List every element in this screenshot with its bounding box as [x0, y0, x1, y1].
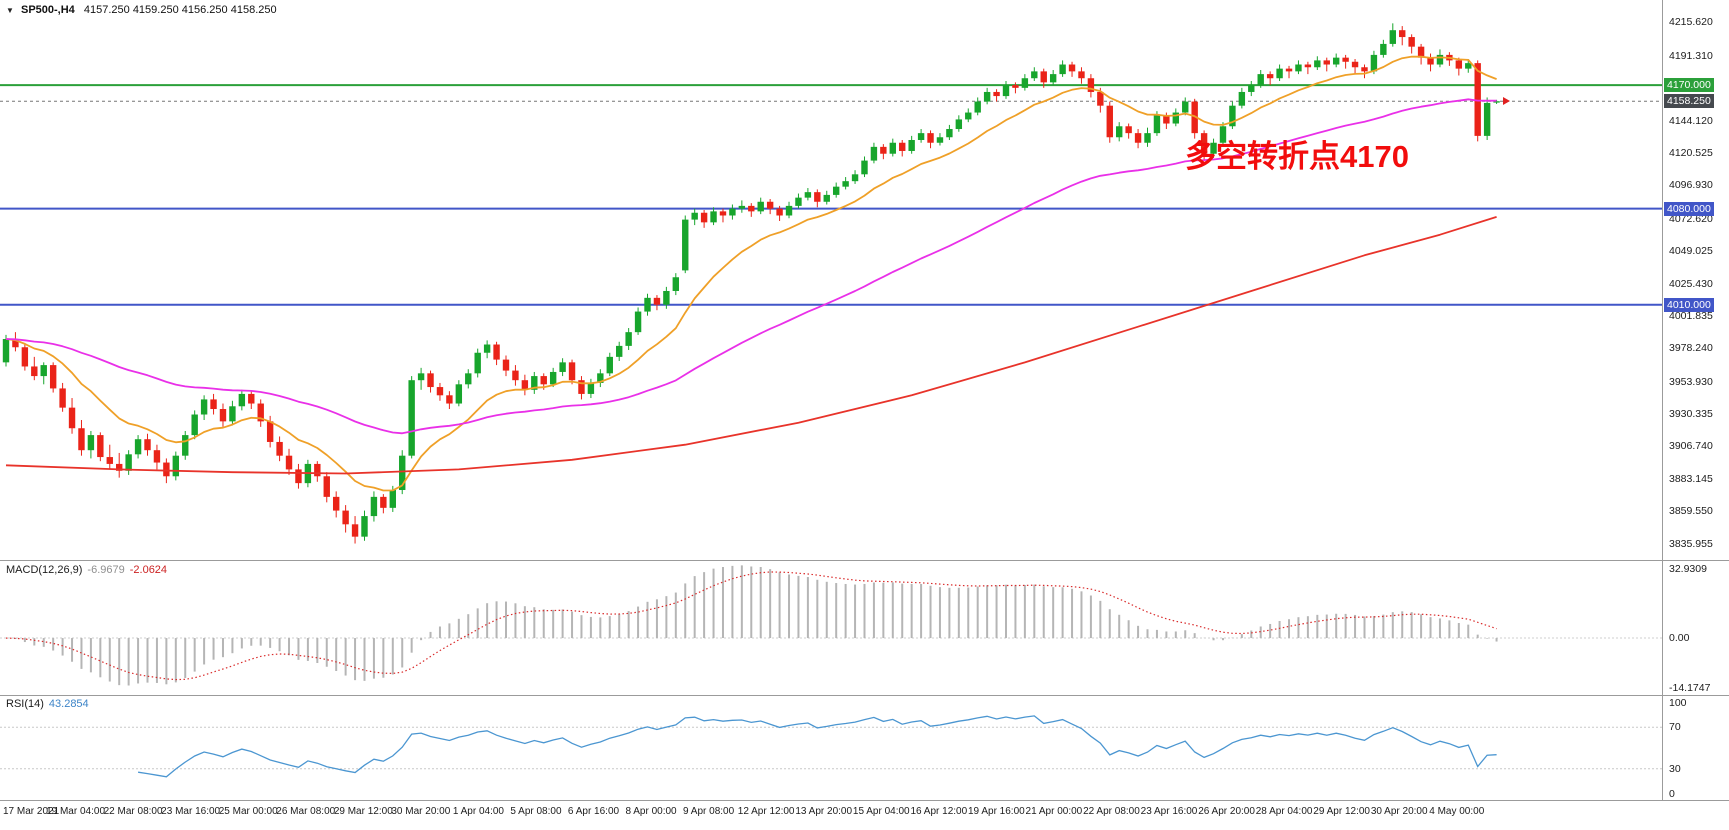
- macd-histogram: [14, 565, 1498, 686]
- moving-average-fast: [5, 55, 1497, 492]
- time-axis-label: 23 Apr 16:00: [1140, 806, 1198, 817]
- price-axis-label: 3930.335: [1669, 408, 1713, 421]
- time-axis-label: 16 Apr 12:00: [910, 806, 968, 817]
- macd-axis-label: -14.1747: [1669, 682, 1711, 694]
- time-scale[interactable]: 17 Mar 2021 19 Mar 04:00 22 Mar 08:00 23 Ma…: [0, 800, 1662, 830]
- time-axis-label: 5 Apr 08:00: [510, 806, 562, 817]
- rsi-axis-label: 100: [1669, 697, 1687, 709]
- ohlc-high: 4159.250: [132, 4, 179, 16]
- candles: [2, 23, 1500, 544]
- price-axis-label: 4025.430: [1669, 277, 1713, 290]
- time-axis-label: 15 Apr 04:00: [852, 806, 910, 817]
- price-axis-label: 4191.310: [1669, 49, 1713, 62]
- time-axis-label: 19 Mar 04:00: [46, 806, 106, 817]
- ohlc-close: 4158.250: [230, 4, 277, 16]
- ohlc-open: 4157.250: [83, 4, 130, 16]
- time-axis-label: 9 Apr 08:00: [683, 806, 735, 817]
- rsi-chart-canvas[interactable]: [0, 696, 1662, 800]
- ohlc-low: 4156.250: [181, 4, 228, 16]
- time-axis-label: 8 Apr 00:00: [625, 806, 677, 817]
- time-axis-label: 23 Mar 16:00: [161, 806, 221, 817]
- price-axis-label: 4001.835: [1669, 309, 1713, 322]
- time-axis-label: 28 Apr 04:00: [1255, 806, 1313, 817]
- price-badge-current: 4158.250: [1664, 94, 1714, 109]
- price-axis-label: 4049.025: [1669, 245, 1713, 258]
- panel-separator: [0, 560, 1729, 561]
- time-axis-label: 26 Apr 20:00: [1198, 806, 1255, 817]
- current-price-arrow-icon: [1502, 97, 1510, 106]
- rsi-label: RSI(14) 43.2854: [6, 698, 89, 710]
- time-axis-label: 29 Mar 12:00: [333, 806, 393, 817]
- time-axis-label: 13 Apr 20:00: [795, 806, 853, 817]
- price-axis-label: 4072.620: [1669, 212, 1713, 225]
- price-axis-label: 3883.145: [1669, 472, 1713, 485]
- rsi-title: RSI(14): [6, 698, 44, 710]
- price-axis-label: 3906.740: [1669, 440, 1713, 453]
- price-badge-level-blue: 4080.000: [1664, 201, 1714, 216]
- price-axis-label: 4144.120: [1669, 114, 1713, 127]
- rsi-line: [138, 715, 1497, 778]
- moving-average-slow: [5, 216, 1497, 475]
- time-axis-label: 6 Apr 16:00: [567, 806, 620, 817]
- panel-separator: [0, 800, 1729, 801]
- symbol-info: ▼ SP500-,H4 4157.250 4159.250 4156.250 4…: [6, 4, 277, 16]
- rsi-axis-label: 70: [1669, 721, 1681, 734]
- price-badge-level-blue: 4010.000: [1664, 297, 1714, 312]
- time-axis-label: 4 May 00:00: [1429, 806, 1485, 817]
- macd-title: MACD(12,26,9): [6, 564, 83, 576]
- price-axis-label: 3859.550: [1669, 505, 1713, 518]
- price-scale[interactable]: 4215.620 4191.310 4144.120 4120.525 4096.930…: [1662, 0, 1729, 830]
- time-axis-label: 12 Apr 12:00: [737, 806, 795, 817]
- time-axis-label: 29 Apr 12:00: [1313, 806, 1370, 817]
- price-axis-label: 3953.930: [1669, 375, 1713, 388]
- time-axis-label: 30 Mar 20:00: [391, 806, 451, 817]
- time-axis-label: 25 Mar 00:00: [218, 806, 278, 817]
- price-badge-level-green: 4170.000: [1664, 78, 1714, 93]
- moving-average-medium: [5, 98, 1497, 435]
- macd-signal-line: [5, 571, 1497, 681]
- macd-signal-value: -2.0624: [129, 564, 168, 576]
- price-chart-canvas[interactable]: [0, 0, 1662, 560]
- macd-label: MACD(12,26,9) -6.9679 -2.0624: [6, 564, 167, 576]
- price-axis-label: 4096.930: [1669, 179, 1713, 192]
- time-axis-label: 22 Mar 08:00: [103, 806, 163, 817]
- symbol-period-label: SP500-,H4: [20, 4, 75, 16]
- time-axis-label: 30 Apr 20:00: [1370, 806, 1428, 817]
- time-axis-label: 1 Apr 04:00: [452, 806, 504, 817]
- price-axis-label: 4120.525: [1669, 147, 1713, 159]
- annotation-text: 多空转折点4170: [1185, 139, 1409, 174]
- price-scale-divider: [1662, 0, 1663, 800]
- macd-main-value: -6.9679: [87, 564, 125, 576]
- time-axis-label: 26 Mar 08:00: [276, 806, 336, 817]
- panel-separator: [0, 695, 1729, 696]
- rsi-axis-label: 0: [1669, 788, 1675, 800]
- time-axis-label: 19 Apr 16:00: [967, 806, 1025, 817]
- time-axis-label: 17 Mar 2021: [3, 806, 60, 817]
- price-axis-label: 4215.620: [1669, 16, 1713, 29]
- rsi-axis-label: 30: [1669, 762, 1681, 775]
- macd-chart-canvas[interactable]: [0, 561, 1662, 695]
- time-axis-label: 21 Apr 00:00: [1025, 806, 1083, 817]
- rsi-value: 43.2854: [48, 698, 89, 710]
- symbol-dropdown-icon[interactable]: ▼: [6, 6, 14, 15]
- macd-axis-label: 32.9309: [1669, 563, 1707, 575]
- time-axis-label: 22 Apr 08:00: [1083, 806, 1140, 817]
- macd-axis-label: 0.00: [1669, 632, 1690, 645]
- price-axis-label: 3978.240: [1669, 342, 1713, 355]
- price-axis-label: 3835.955: [1669, 537, 1713, 550]
